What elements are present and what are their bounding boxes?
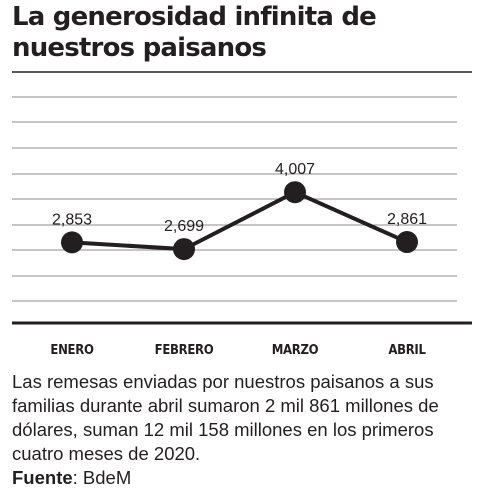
x-tick-label: MARZO xyxy=(272,343,319,358)
series-group: 2,853 2,699 4,007 2,861 xyxy=(52,161,427,261)
data-label: 2,861 xyxy=(387,211,427,228)
data-label: 2,699 xyxy=(164,218,204,235)
x-tick-label: ENERO xyxy=(50,343,94,358)
data-label: 4,007 xyxy=(275,161,315,178)
data-point xyxy=(173,238,195,261)
data-label: 2,853 xyxy=(52,211,92,228)
grid-lines xyxy=(12,96,457,302)
caption-text: Las remesas enviadas por nuestros paisan… xyxy=(12,371,439,464)
category-labels: ENERO FEBRERO MARZO ABRIL xyxy=(50,343,426,358)
x-tick-label: FEBRERO xyxy=(155,343,214,358)
source-value: : BdeM xyxy=(72,467,132,488)
x-tick-label: ABRIL xyxy=(388,343,426,358)
chart-title: La generosidad infinita de nuestros pais… xyxy=(12,2,377,63)
source-line: Fuente: BdeM xyxy=(12,466,472,490)
series-line xyxy=(71,190,408,252)
caption: Las remesas enviadas por nuestros paisan… xyxy=(12,370,472,490)
data-point xyxy=(61,231,83,254)
data-point xyxy=(284,181,306,204)
source-label: Fuente xyxy=(12,467,73,488)
line-chart: 2,853 2,699 4,007 2,861 ENERO FEBRERO MARZO AB… xyxy=(12,71,472,358)
data-point xyxy=(396,231,418,254)
